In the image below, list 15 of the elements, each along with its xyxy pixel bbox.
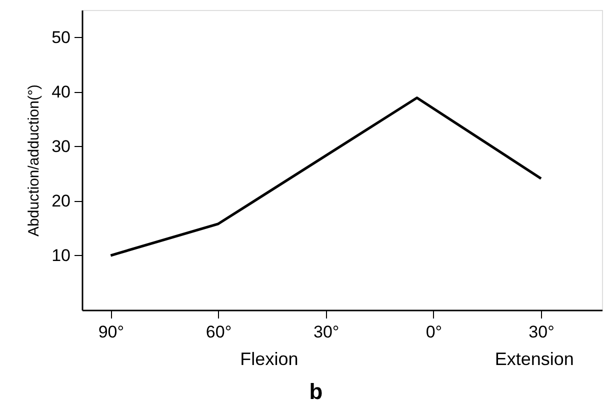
x-tick-label: 60° xyxy=(206,322,232,342)
y-tick-label: 20 xyxy=(52,191,70,210)
y-tick-label: 50 xyxy=(52,28,70,47)
text: Extension xyxy=(494,349,574,369)
x-tick-label: 30° xyxy=(528,322,554,342)
y-tick-label: 40 xyxy=(52,82,70,102)
y-axis-title: Abduction/adduction(°) xyxy=(26,84,43,236)
text: b xyxy=(309,379,323,404)
line-series xyxy=(109,96,542,257)
text: Flexion xyxy=(240,349,298,369)
y-tick-label: 30 xyxy=(52,136,70,156)
x-tick-label: 30° xyxy=(314,322,340,342)
y-tick-label: 10 xyxy=(52,246,70,265)
x-tick-label: 90° xyxy=(98,322,124,342)
x-tick-label: 0° xyxy=(426,322,442,342)
